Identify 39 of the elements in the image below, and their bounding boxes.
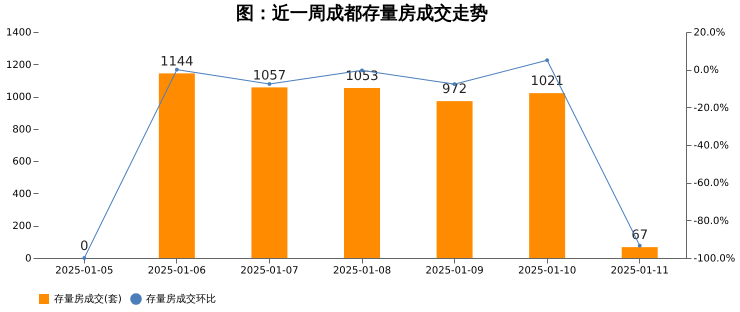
data-label: 0 (80, 239, 88, 254)
chart-title: 图：近一周成都存量房成交走势 (236, 3, 488, 24)
legend-label: 存量房成交环比 (146, 293, 216, 305)
x-tick-label: 2025-01-10 (518, 266, 576, 276)
y2-tick-label: -20.0% (694, 102, 729, 114)
point (174, 68, 179, 72)
bar (436, 101, 473, 258)
point (82, 256, 86, 260)
y2-tick-label: -60.0% (694, 178, 729, 190)
bar (622, 247, 658, 258)
y-tick-label: 1000 (6, 92, 32, 104)
y2-tick-label: -40.0% (694, 140, 729, 152)
legend-label: 存量房成交(套) (54, 293, 122, 305)
data-label: 1144 (160, 54, 194, 70)
y-tick-label: 1400 (6, 28, 32, 38)
point (638, 244, 642, 248)
x-tick-label: 2025-01-09 (426, 266, 484, 276)
data-label: 1057 (252, 68, 286, 84)
x-tick-label: 2025-01-07 (240, 266, 298, 276)
y-tick-label: 400 (12, 188, 32, 200)
x-tick-label: 2025-01-06 (148, 266, 206, 276)
y2-tick-label: 20.0% (694, 28, 726, 38)
bar (529, 93, 566, 258)
bar (344, 88, 380, 258)
y-tick-label: 0 (25, 254, 32, 264)
x-tick-label: 2025-01-08 (332, 266, 392, 276)
y-tick-label: 800 (12, 124, 32, 136)
x-tick-label: 2025-01-05 (55, 266, 114, 276)
point (268, 82, 272, 86)
x-tick-label: 2025-01-11 (610, 266, 669, 276)
y-tick-label: 1200 (6, 60, 32, 71)
y-tick-label: 600 (12, 156, 32, 168)
y2-tick-label: -80.0% (694, 216, 729, 227)
y2-tick-label: 0.0% (694, 65, 719, 76)
point (545, 58, 550, 62)
bar (158, 73, 195, 258)
y2-tick-label: -100.0% (694, 254, 736, 264)
bar (251, 87, 288, 258)
y-tick-label: 200 (12, 221, 32, 232)
